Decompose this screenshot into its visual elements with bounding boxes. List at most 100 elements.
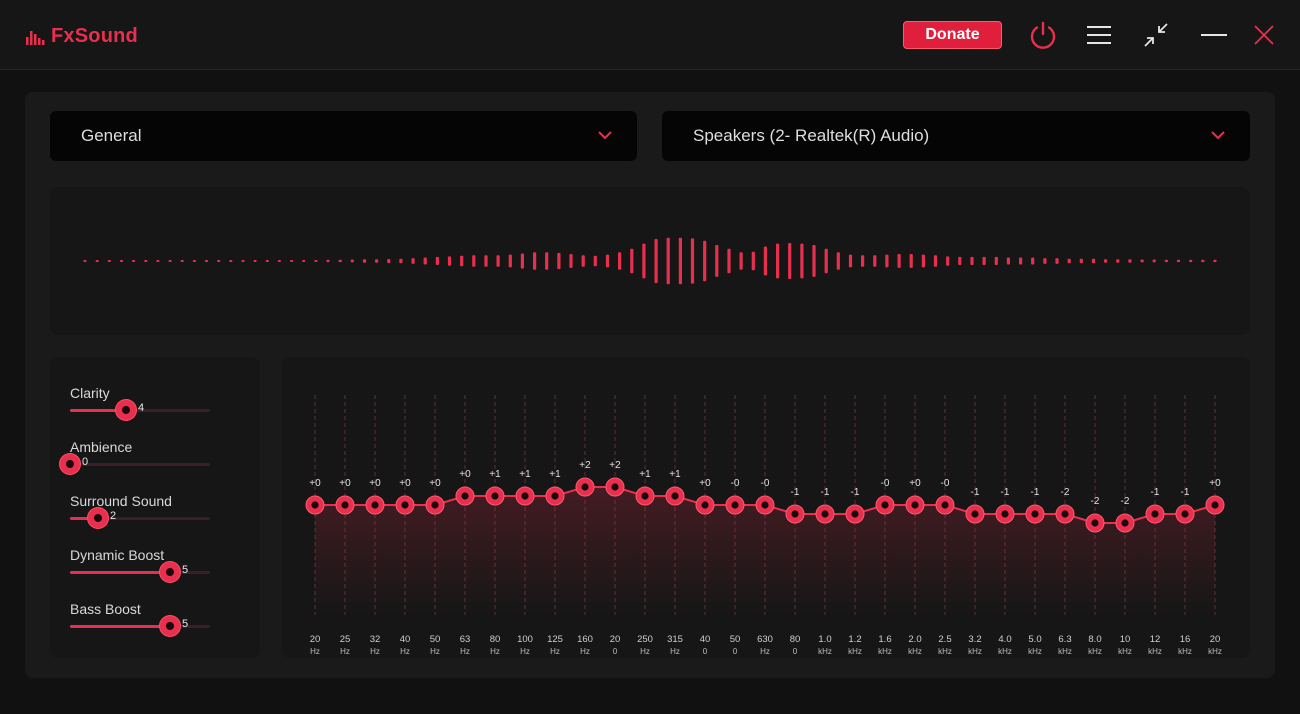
visualizer-bar	[678, 237, 682, 285]
close-button[interactable]	[1247, 18, 1281, 52]
visualizer-bar	[132, 260, 136, 262]
eq-band-unit: kHz	[848, 647, 862, 656]
eq-band-unit: kHz	[938, 647, 952, 656]
visualizer-bar	[763, 246, 767, 276]
eq-band-frequency: 25	[340, 634, 351, 645]
eq-band-frequency: 2.5	[938, 634, 951, 645]
eq-band-handle[interactable]	[575, 477, 595, 497]
power-button[interactable]	[1026, 18, 1060, 52]
visualizer-bar	[1031, 257, 1035, 265]
eq-gain-label: +0	[339, 478, 351, 489]
effect-slider-handle[interactable]	[160, 562, 180, 582]
visualizer-bar	[411, 258, 415, 264]
eq-band-handle[interactable]	[785, 504, 805, 524]
eq-band-unit: kHz	[1028, 647, 1042, 656]
eq-band-handle[interactable]	[1025, 504, 1045, 524]
eq-band-frequency: 5.0	[1028, 634, 1041, 645]
eq-band-unit: Hz	[760, 647, 770, 656]
eq-band-frequency: 630	[757, 634, 773, 645]
visualizer-bar	[836, 252, 840, 270]
visualizer-bar	[776, 243, 780, 279]
eq-band-handle[interactable]	[1205, 495, 1225, 515]
output-device-dropdown[interactable]: Speakers (2- Realtek(R) Audio)	[662, 111, 1250, 161]
eq-band-handle[interactable]	[725, 495, 745, 515]
visualizer-bar	[533, 252, 537, 270]
eq-band-handle[interactable]	[545, 486, 565, 506]
eq-band-handle[interactable]	[665, 486, 685, 506]
eq-band-handle[interactable]	[335, 495, 355, 515]
eq-band-handle[interactable]	[905, 495, 925, 515]
visualizer-bar	[265, 260, 269, 262]
eq-band-handle[interactable]	[605, 477, 625, 497]
effect-slider-handle[interactable]	[88, 508, 108, 528]
visualizer-bar	[229, 260, 233, 262]
visualizer-bar	[605, 254, 610, 268]
collapse-icon	[1144, 23, 1168, 47]
app-name: FxSound	[51, 24, 138, 47]
audio-visualizer	[50, 187, 1250, 335]
eq-gain-label: +0	[309, 478, 321, 489]
eq-band-handle[interactable]	[965, 504, 985, 524]
preset-dropdown[interactable]: General	[50, 111, 637, 161]
visualizer-bar	[1189, 259, 1193, 263]
visualizer-bar	[204, 260, 209, 262]
eq-band-unit: Hz	[460, 647, 470, 656]
effect-slider[interactable]: 2	[70, 508, 210, 528]
eq-gain-label: +0	[1209, 478, 1221, 489]
eq-band-handle[interactable]	[455, 486, 475, 506]
effect-slider-handle[interactable]	[160, 616, 180, 636]
effect-slider-handle[interactable]	[116, 400, 136, 420]
visualizer-bar	[1079, 258, 1083, 264]
visualizer-bar	[1091, 258, 1096, 264]
eq-band-unit: Hz	[520, 647, 530, 656]
effect-slider-handle[interactable]	[60, 454, 80, 474]
effect-slider[interactable]: 5	[70, 616, 210, 636]
eq-band-handle[interactable]	[395, 495, 415, 515]
eq-band-frequency: 20	[1210, 634, 1221, 645]
eq-gain-label: -1	[791, 487, 800, 498]
eq-band-handle[interactable]	[635, 486, 655, 506]
eq-band-unit: kHz	[1058, 647, 1072, 656]
visualizer-bar	[1006, 257, 1010, 265]
visualizer-bar	[1152, 259, 1156, 263]
effect-value: 4	[138, 402, 145, 414]
eq-band-handle[interactable]	[515, 486, 535, 506]
visualizer-bar	[168, 260, 172, 262]
effect-slider[interactable]: 5	[70, 562, 210, 582]
eq-band-handle[interactable]	[935, 495, 955, 515]
effect-slider[interactable]: 0	[60, 454, 210, 474]
visualizer-bar	[703, 240, 707, 282]
effect-label: Bass Boost	[70, 601, 141, 617]
eq-gain-label: -0	[761, 478, 770, 489]
minimize-button[interactable]	[1197, 18, 1231, 52]
eq-band-handle[interactable]	[1115, 513, 1135, 533]
collapse-button[interactable]	[1139, 18, 1173, 52]
eq-band-handle[interactable]	[695, 495, 715, 515]
eq-band-unit: 0	[703, 647, 708, 656]
menu-button[interactable]	[1082, 18, 1116, 52]
eq-band-unit: kHz	[1088, 647, 1102, 656]
eq-band-handle[interactable]	[875, 495, 895, 515]
eq-band-handle[interactable]	[1055, 504, 1075, 524]
eq-band-frequency: 1.2	[848, 634, 861, 645]
effect-slider[interactable]: 4	[70, 400, 210, 420]
visualizer-bar	[350, 259, 354, 263]
power-icon	[1030, 21, 1056, 49]
eq-band-handle[interactable]	[1175, 504, 1195, 524]
eq-band-handle[interactable]	[815, 504, 835, 524]
eq-band-handle[interactable]	[485, 486, 505, 506]
eq-band-handle[interactable]	[1085, 513, 1105, 533]
eq-band-handle[interactable]	[845, 504, 865, 524]
visualizer-bar	[994, 256, 998, 265]
eq-band-handle[interactable]	[305, 495, 325, 515]
visualizer-bar	[739, 252, 743, 270]
eq-band-handle[interactable]	[995, 504, 1015, 524]
eq-band-handle[interactable]	[1145, 504, 1165, 524]
donate-button[interactable]: Donate	[903, 21, 1002, 49]
visualizer-bar	[326, 259, 330, 263]
effects-panel: Clarity 4 Ambience 0 Surround Sound 2 Dynamic …	[50, 357, 260, 658]
visualizer-bar	[484, 255, 488, 267]
eq-band-handle[interactable]	[425, 495, 445, 515]
eq-band-handle[interactable]	[365, 495, 385, 515]
eq-band-handle[interactable]	[755, 495, 775, 515]
